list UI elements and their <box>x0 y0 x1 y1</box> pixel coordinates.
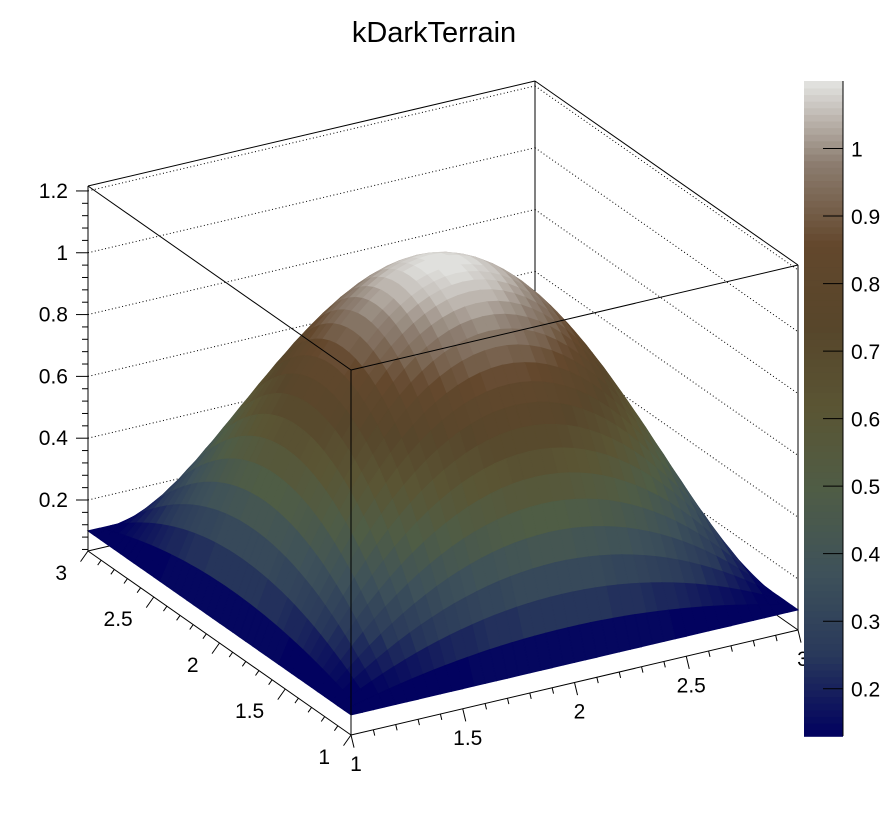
y-tick-label: 2 <box>187 654 199 677</box>
x-tick-label: 1.5 <box>453 727 482 750</box>
z-tick-label: 1 <box>56 242 68 265</box>
colorbar-tick-label: 0.5 <box>851 476 880 499</box>
colorbar: 0.2 0.3 0.4 0.5 0.6 0.7 0.8 0.9 1 <box>804 81 881 737</box>
z-tick-label: 0.2 <box>39 489 68 512</box>
x-tick-label: 2 <box>574 701 586 724</box>
y-tick-label: 1 <box>318 746 330 769</box>
front-frame <box>87 185 799 735</box>
x-axis: 1 1.5 2 2.5 3 <box>350 629 809 776</box>
z-tick-label: 0.6 <box>39 365 68 388</box>
colorbar-tick-label: 0.8 <box>851 274 880 297</box>
colorbar-tick-label: 0.2 <box>851 679 880 702</box>
colorbar-tick-label: 0.9 <box>851 206 880 229</box>
colorbar-tick-label: 1 <box>851 139 863 162</box>
y-axis: 3 2.5 2 1.5 1 <box>55 550 352 769</box>
z-tick-label: 0.4 <box>39 427 69 450</box>
chart-title: kDarkTerrain <box>352 17 516 49</box>
z-tick-label: 0.8 <box>39 304 68 327</box>
z-axis: 0.2 0.4 0.6 0.8 1 1.2 <box>39 180 89 551</box>
z-tick-label: 1.2 <box>39 180 68 203</box>
colorbar-tick-label: 0.4 <box>851 544 881 567</box>
x-tick-label: 2.5 <box>677 674 706 697</box>
y-tick-label: 2.5 <box>104 608 133 631</box>
y-tick-label: 3 <box>55 562 67 585</box>
x-tick-label: 1 <box>350 753 362 776</box>
y-tick-label: 1.5 <box>235 700 264 723</box>
colorbar-tick-label: 0.6 <box>851 409 880 432</box>
x-tick-label: 3 <box>797 648 809 671</box>
surface-mesh <box>86 251 800 716</box>
colorbar-tick-label: 0.3 <box>851 611 880 634</box>
colorbar-tick-label: 0.7 <box>851 341 880 364</box>
